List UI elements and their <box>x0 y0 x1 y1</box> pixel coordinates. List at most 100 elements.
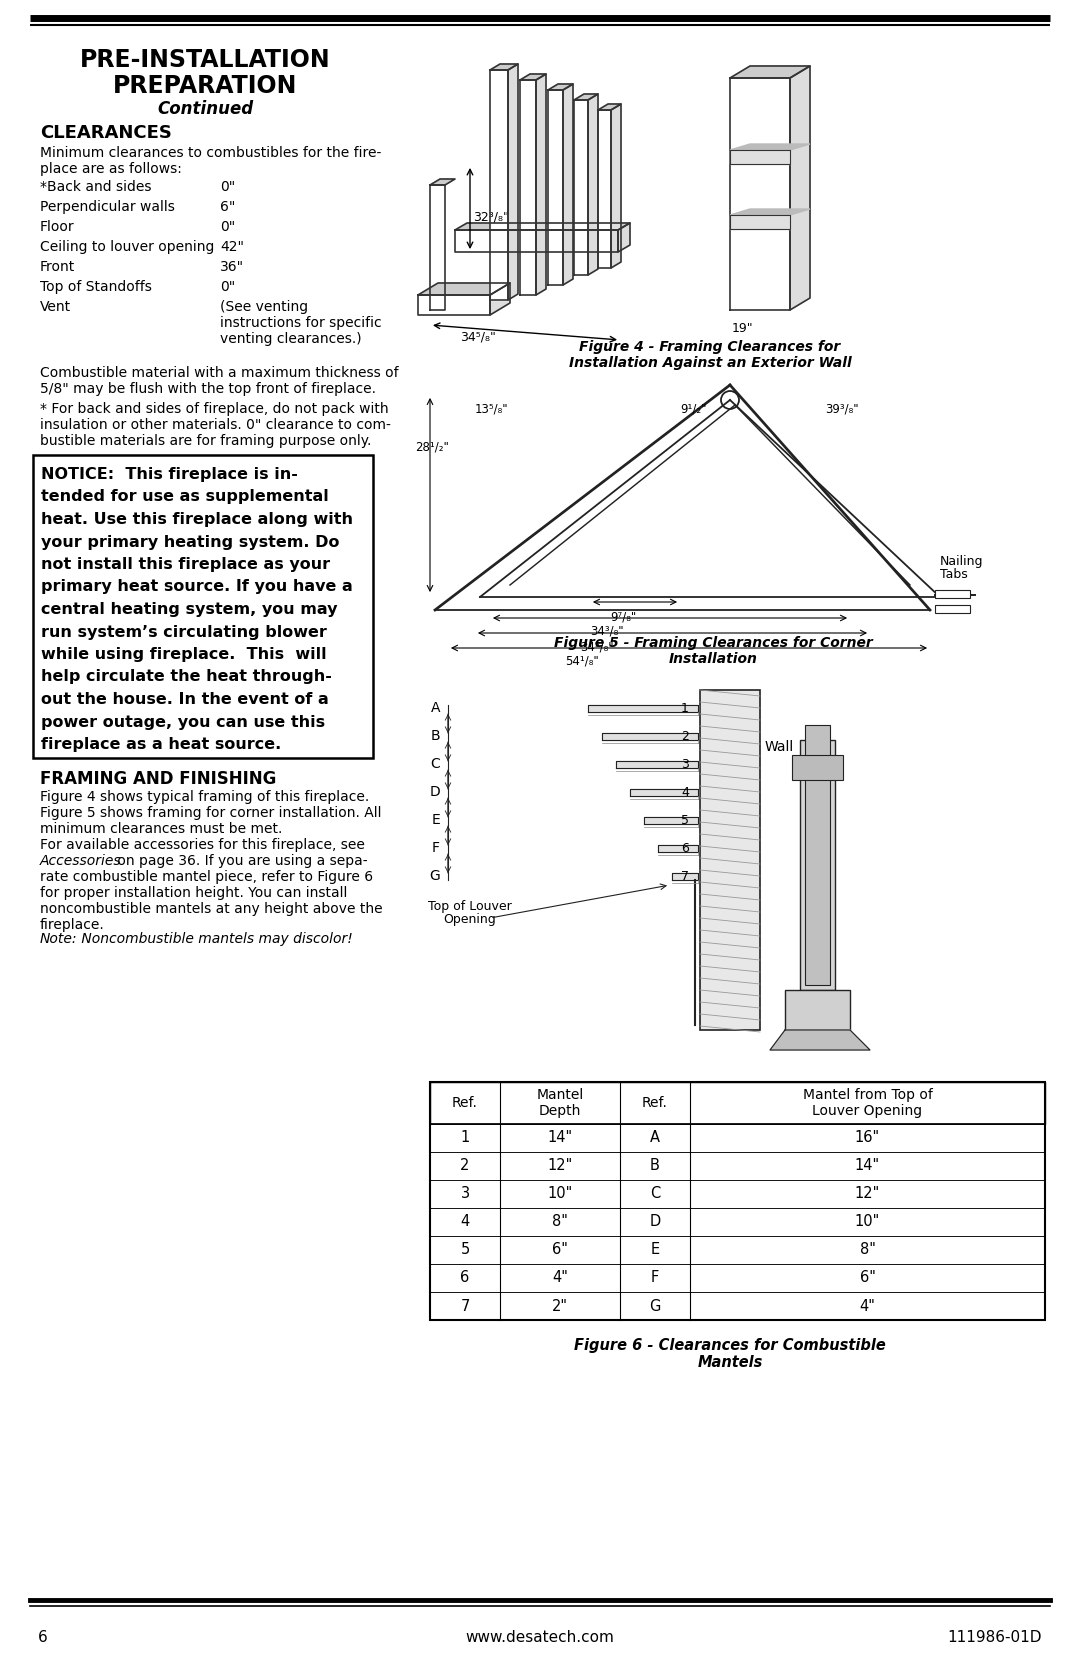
Text: PREPARATION: PREPARATION <box>112 73 297 98</box>
Bar <box>33 456 373 758</box>
Text: on page 36. If you are using a sepa-: on page 36. If you are using a sepa- <box>113 855 367 868</box>
Polygon shape <box>455 224 630 230</box>
Text: 14": 14" <box>548 1130 572 1145</box>
Bar <box>800 739 835 990</box>
Text: * For back and sides of fireplace, do not pack with: * For back and sides of fireplace, do no… <box>40 402 389 416</box>
Polygon shape <box>730 150 789 164</box>
Text: central heating system, you may: central heating system, you may <box>41 603 337 618</box>
Text: 4": 4" <box>860 1298 876 1314</box>
Polygon shape <box>770 1030 870 1050</box>
Text: 54¹/₈": 54¹/₈" <box>565 654 598 668</box>
Text: help circulate the heat through-: help circulate the heat through- <box>41 669 332 684</box>
Text: 6": 6" <box>552 1242 568 1257</box>
Text: 32³/₈": 32³/₈" <box>473 210 509 224</box>
Text: 12": 12" <box>855 1187 880 1202</box>
Text: while using fireplace.  This  will: while using fireplace. This will <box>41 648 326 663</box>
Text: 42": 42" <box>220 240 244 254</box>
Text: 9⁷/₈": 9⁷/₈" <box>610 609 636 623</box>
Bar <box>700 689 760 1030</box>
Text: out the house. In the event of a: out the house. In the event of a <box>41 693 328 708</box>
Text: 10": 10" <box>548 1187 572 1202</box>
Polygon shape <box>519 73 546 80</box>
Text: 7: 7 <box>681 870 689 883</box>
Text: not install this fireplace as your: not install this fireplace as your <box>41 557 330 572</box>
Polygon shape <box>548 90 563 285</box>
Text: D: D <box>649 1215 661 1230</box>
Polygon shape <box>730 144 810 150</box>
Polygon shape <box>644 818 698 824</box>
Text: Top of Standoffs: Top of Standoffs <box>40 280 152 294</box>
Text: insulation or other materials. 0" clearance to com-: insulation or other materials. 0" cleara… <box>40 417 391 432</box>
Text: heat. Use this fireplace along with: heat. Use this fireplace along with <box>41 512 353 527</box>
Text: Wall: Wall <box>765 739 794 754</box>
Bar <box>935 604 970 613</box>
Text: Top of Louver: Top of Louver <box>428 900 512 913</box>
Text: For available accessories for this fireplace, see: For available accessories for this firep… <box>40 838 365 851</box>
Text: Figure 5 - Framing Clearances for Corner
Installation: Figure 5 - Framing Clearances for Corner… <box>554 636 873 666</box>
Text: Nailing: Nailing <box>940 556 984 567</box>
Text: 28¹/₂": 28¹/₂" <box>415 441 449 452</box>
Text: venting clearances.): venting clearances.) <box>220 332 362 345</box>
Bar <box>430 1180 1045 1208</box>
Polygon shape <box>563 83 573 285</box>
Text: 6: 6 <box>681 841 689 855</box>
Text: bustible materials are for framing purpose only.: bustible materials are for framing purpo… <box>40 434 372 447</box>
Bar <box>430 1237 1045 1263</box>
Text: 3: 3 <box>681 758 689 771</box>
Polygon shape <box>730 78 789 310</box>
Text: E: E <box>650 1242 660 1257</box>
Bar <box>785 990 850 1030</box>
Text: D: D <box>429 786 440 799</box>
Text: Mantel from Top of
Louver Opening: Mantel from Top of Louver Opening <box>802 1088 932 1118</box>
Text: run system’s circulating blower: run system’s circulating blower <box>41 624 327 639</box>
Bar <box>430 1208 1045 1237</box>
Text: place are as follows:: place are as follows: <box>40 162 181 175</box>
Text: 14": 14" <box>855 1158 880 1173</box>
Text: 8": 8" <box>552 1215 568 1230</box>
Bar <box>430 1292 1045 1320</box>
Text: CLEARANCES: CLEARANCES <box>40 124 172 142</box>
Text: 2": 2" <box>552 1298 568 1314</box>
Bar <box>805 724 831 985</box>
Polygon shape <box>430 185 445 310</box>
Text: 111986-01D: 111986-01D <box>947 1631 1042 1646</box>
Text: B: B <box>430 729 440 743</box>
Polygon shape <box>588 93 598 275</box>
Text: www.desatech.com: www.desatech.com <box>465 1631 615 1646</box>
Text: Vent: Vent <box>40 300 71 314</box>
Text: Combustible material with a maximum thickness of: Combustible material with a maximum thic… <box>40 366 399 381</box>
Polygon shape <box>588 704 698 713</box>
Text: tended for use as supplemental: tended for use as supplemental <box>41 489 328 504</box>
Text: noncombustible mantels at any height above the: noncombustible mantels at any height abo… <box>40 901 382 916</box>
Text: 36": 36" <box>220 260 244 274</box>
Text: 6": 6" <box>860 1270 876 1285</box>
Polygon shape <box>536 73 546 295</box>
Polygon shape <box>630 789 698 796</box>
Text: Opening: Opening <box>444 913 497 926</box>
Text: C: C <box>430 758 440 771</box>
Polygon shape <box>418 284 510 295</box>
Text: Tabs: Tabs <box>940 567 968 581</box>
Text: FRAMING AND FINISHING: FRAMING AND FINISHING <box>40 769 276 788</box>
Polygon shape <box>490 63 518 70</box>
Text: NOTICE:  This fireplace is in-: NOTICE: This fireplace is in- <box>41 467 298 482</box>
Text: 0": 0" <box>220 180 235 194</box>
Text: 34⁵/₈": 34⁵/₈" <box>460 330 496 344</box>
Polygon shape <box>548 83 573 90</box>
Text: B: B <box>650 1158 660 1173</box>
Text: fireplace as a heat source.: fireplace as a heat source. <box>41 738 281 753</box>
Polygon shape <box>730 215 789 229</box>
Text: 19": 19" <box>732 322 754 335</box>
Text: Ref.: Ref. <box>453 1097 478 1110</box>
Text: 6: 6 <box>38 1631 48 1646</box>
Text: G: G <box>429 870 440 883</box>
Polygon shape <box>598 110 611 269</box>
Text: F: F <box>651 1270 659 1285</box>
Polygon shape <box>618 224 630 252</box>
Text: 34⁵/₈": 34⁵/₈" <box>580 639 613 653</box>
Text: your primary heating system. Do: your primary heating system. Do <box>41 534 339 549</box>
Text: Figure 5 shows framing for corner installation. All: Figure 5 shows framing for corner instal… <box>40 806 381 819</box>
Text: 16": 16" <box>855 1130 880 1145</box>
Text: Figure 4 - Framing Clearances for
Installation Against an Exterior Wall: Figure 4 - Framing Clearances for Instal… <box>569 340 851 371</box>
Text: 6: 6 <box>460 1270 470 1285</box>
